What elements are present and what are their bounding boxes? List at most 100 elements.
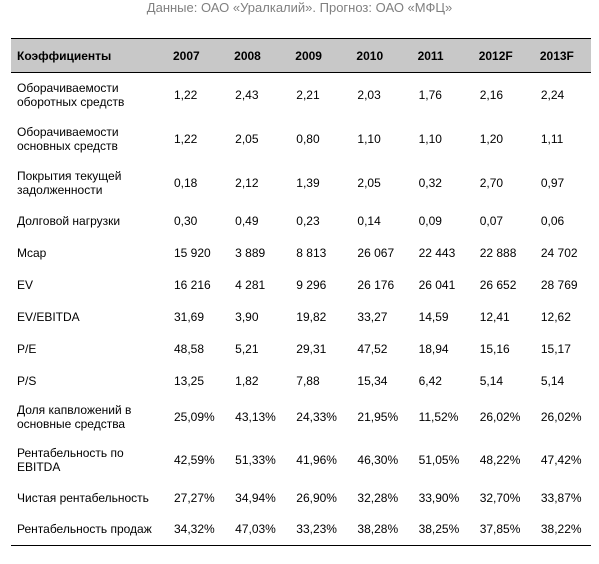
table-cell: 43,13% [235, 410, 276, 424]
table-row: Оборачиваемости основных средств 1,22 2,05… [11, 117, 591, 161]
table-cell: 6,42 [418, 373, 442, 388]
table-cell: 8 813 [296, 245, 327, 260]
table-cell: 47,42% [540, 452, 582, 467]
table-cell: 0,97 [540, 175, 565, 190]
header-cell: 2007 [163, 38, 225, 73]
table-cell: 26 176 [357, 277, 395, 292]
table-row: Mcap 15 920 3 889 8 813 26 067 22 443 22 888 24… [11, 237, 591, 269]
row-label: Рентабельность продаж [11, 513, 163, 546]
table-row: Рентабельность продаж 34,32% 47,03% 33,23% 3… [11, 513, 591, 546]
table-cell: 11,52% [418, 410, 459, 424]
table-cell: 1,20 [479, 131, 504, 146]
table-cell: 51,05% [418, 452, 460, 467]
table-cell: 38,28% [346, 513, 408, 546]
table-cell: 1,11 [540, 131, 564, 146]
table-cell: 32,28% [357, 490, 399, 505]
table-cell: 12,62 [540, 309, 571, 324]
table-cell: 29,31 [296, 341, 327, 356]
source-caption: Данные: ОАО «Уралкалий». Прогноз: ОАО «М… [146, 0, 453, 15]
table-cell: 14,59 [418, 309, 449, 324]
row-label: P/E [17, 341, 37, 356]
table-cell: 13,25 [174, 373, 205, 388]
table-cell: 15 920 [174, 245, 211, 260]
table-cell: 33,90% [418, 490, 460, 505]
table-cell: 51,33% [235, 452, 276, 467]
table-cell: 38,25% [407, 513, 469, 546]
table-cell: 22 888 [479, 245, 517, 260]
table-cell: 22 443 [418, 245, 456, 260]
table-cell: 31,69 [174, 309, 205, 324]
table-cell: 41,96% [296, 452, 337, 467]
row-label: Доля капвложений в основные средства [17, 403, 132, 431]
table-cell: 21,95% [357, 410, 399, 424]
row-label: Покрытия текущей задолженности [17, 168, 122, 197]
table-cell: 1,10 [418, 131, 442, 146]
table-cell: 2,12 [235, 175, 259, 190]
table-body: Оборачиваемости оборотных средств 1,22 2,4… [11, 73, 591, 546]
header-cell: Коэффициенты [11, 38, 163, 73]
table-cell: 3 889 [235, 245, 266, 260]
table-cell: 15,34 [357, 373, 388, 388]
table-cell: 26,02% [540, 410, 582, 424]
table-cell: 34,32% [163, 513, 225, 546]
table-cell: 26 652 [479, 277, 517, 292]
row-label: Чистая рентабельность [17, 490, 149, 505]
table-cell: 34,94% [235, 490, 276, 505]
table-cell: 1,82 [235, 373, 259, 388]
table-cell: 2,03 [357, 87, 381, 102]
table-cell: 32,70% [479, 490, 521, 505]
table-cell: 2,05 [357, 175, 381, 190]
header-cell: 2010 [346, 38, 408, 73]
table-row: EV 16 216 4 281 9 296 26 176 26 041 26 652 28 7… [11, 269, 591, 301]
table-cell: 47,52 [357, 341, 388, 356]
table-cell: 33,23% [285, 513, 347, 546]
table-cell: 2,05 [235, 131, 259, 146]
table-row: Долговой нагрузки 0,30 0,49 0,23 0,14 0,09 0,0… [11, 205, 591, 237]
table-cell: 15,17 [540, 341, 571, 356]
table-row: Доля капвложений в основные средства 25,0… [11, 397, 591, 438]
table-cell: 27,27% [174, 490, 215, 505]
table-cell: 0,06 [540, 213, 565, 228]
table-cell: 48,22% [479, 452, 521, 467]
header-cell: 2012F [468, 38, 530, 73]
table-cell: 0,14 [357, 213, 381, 228]
table-header-row: Коэффициенты 2007 2008 2009 2010 2011 20… [11, 38, 591, 73]
table-cell: 0,80 [296, 131, 320, 146]
table-cell: 2,16 [479, 87, 504, 102]
row-label: Mcap [17, 245, 47, 260]
header-cell: 2013F [529, 38, 591, 73]
row-label: Рентабельность по EBITDA [17, 445, 124, 474]
table-cell: 24,33% [296, 410, 337, 424]
table-cell: 38,22% [529, 513, 591, 546]
table-row: Покрытия текущей задолженности 0,18 2,12 1,… [11, 161, 591, 205]
header-cell: 2011 [407, 38, 469, 73]
table-cell: 16 216 [174, 277, 211, 292]
table-cell: 4 281 [235, 277, 266, 292]
table-cell: 28 769 [540, 277, 578, 292]
table-cell: 2,70 [479, 175, 504, 190]
table-cell: 37,85% [468, 513, 530, 546]
table-cell: 0,49 [235, 213, 259, 228]
table-cell: 48,58 [174, 341, 205, 356]
table-cell: 24 702 [540, 245, 578, 260]
row-label: P/S [17, 373, 37, 388]
table-cell: 2,24 [540, 87, 565, 102]
row-label: Оборачиваемости основных средств [17, 124, 119, 153]
table-cell: 1,22 [174, 87, 198, 102]
table-cell: 0,30 [174, 213, 198, 228]
table-cell: 5,14 [540, 373, 565, 388]
table-row: P/S 13,25 1,82 7,88 15,34 6,42 5,14 5,14 [11, 365, 591, 397]
header-cell: 2009 [285, 38, 347, 73]
table-row: Чистая рентабельность 27,27% 34,94% 26,90% 3… [11, 482, 591, 514]
table-cell: 3,90 [235, 309, 259, 324]
table-cell: 47,03% [224, 513, 286, 546]
table-cell: 18,94 [418, 341, 449, 356]
table-cell: 26 067 [357, 245, 395, 260]
table-cell: 19,82 [296, 309, 327, 324]
table-row: P/E 48,58 5,21 29,31 47,52 18,94 15,16 15,17 [11, 333, 591, 365]
table-cell: 42,59% [174, 452, 215, 467]
table-cell: 1,22 [174, 131, 198, 146]
row-label: Оборачиваемости оборотных средств [17, 80, 125, 109]
table-cell: 46,30% [357, 452, 399, 467]
table-cell: 12,41 [479, 309, 510, 324]
